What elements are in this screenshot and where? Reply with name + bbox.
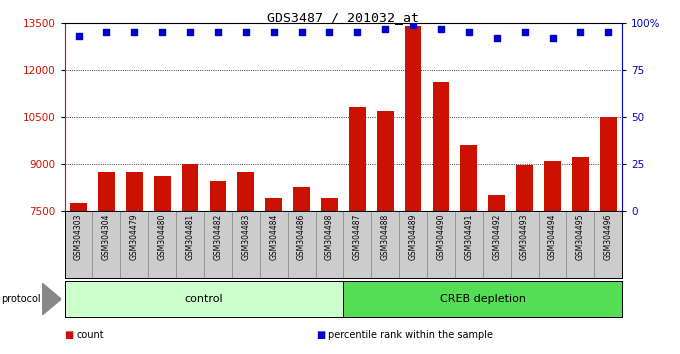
Point — [520, 29, 530, 35]
Point — [547, 35, 558, 41]
Text: GSM304487: GSM304487 — [353, 214, 362, 261]
Text: GSM304303: GSM304303 — [74, 214, 83, 261]
Bar — [432, 82, 449, 354]
Bar — [483, 211, 511, 278]
Text: GDS3487 / 201032_at: GDS3487 / 201032_at — [267, 11, 420, 24]
Text: count: count — [77, 330, 105, 341]
Bar — [566, 211, 594, 278]
Point — [73, 33, 84, 39]
Point — [241, 29, 252, 35]
Text: ■: ■ — [65, 330, 74, 341]
Text: GSM304489: GSM304489 — [409, 214, 418, 261]
Point — [269, 29, 279, 35]
Bar — [232, 211, 260, 278]
Point — [602, 29, 613, 35]
Bar — [209, 181, 226, 354]
Bar — [260, 211, 288, 278]
Text: GSM304496: GSM304496 — [604, 214, 613, 261]
Point — [296, 29, 307, 35]
Point — [324, 29, 335, 35]
Bar — [293, 187, 310, 354]
Point — [156, 29, 168, 35]
Bar — [349, 108, 366, 354]
Point — [101, 29, 112, 35]
Point — [352, 29, 363, 35]
Bar — [343, 281, 622, 317]
Bar — [460, 145, 477, 354]
Text: GSM304490: GSM304490 — [437, 214, 445, 261]
Bar — [126, 172, 143, 354]
Text: GSM304486: GSM304486 — [297, 214, 306, 261]
Text: GSM304498: GSM304498 — [325, 214, 334, 261]
Text: CREB depletion: CREB depletion — [440, 294, 526, 304]
Bar — [539, 211, 566, 278]
Text: GSM304482: GSM304482 — [214, 214, 222, 260]
Bar — [120, 211, 148, 278]
Text: percentile rank within the sample: percentile rank within the sample — [328, 330, 494, 341]
Bar — [265, 198, 282, 354]
Bar — [572, 158, 589, 354]
Text: GSM304304: GSM304304 — [102, 214, 111, 261]
Point — [379, 26, 390, 32]
Bar — [154, 176, 171, 354]
Bar — [70, 203, 87, 354]
Text: ■: ■ — [316, 330, 326, 341]
Point — [491, 35, 502, 41]
Point — [185, 29, 196, 35]
Bar — [237, 172, 254, 354]
Bar — [148, 211, 176, 278]
Text: GSM304484: GSM304484 — [269, 214, 278, 261]
Bar — [427, 211, 455, 278]
Text: GSM304492: GSM304492 — [492, 214, 501, 261]
Bar — [600, 117, 617, 354]
Text: protocol: protocol — [1, 294, 41, 304]
Point — [408, 22, 419, 28]
Bar — [594, 211, 622, 278]
Bar — [176, 211, 204, 278]
Point — [464, 29, 475, 35]
Bar — [377, 110, 394, 354]
Point — [435, 26, 446, 32]
Polygon shape — [42, 283, 61, 315]
Text: GSM304491: GSM304491 — [464, 214, 473, 261]
Bar — [343, 211, 371, 278]
Bar — [405, 26, 422, 354]
Bar — [98, 172, 115, 354]
Text: GSM304494: GSM304494 — [548, 214, 557, 261]
Text: GSM304481: GSM304481 — [186, 214, 194, 260]
Bar — [511, 211, 539, 278]
Point — [129, 29, 140, 35]
Text: control: control — [185, 294, 223, 304]
Point — [575, 29, 586, 35]
Bar — [65, 211, 92, 278]
Bar — [516, 165, 533, 354]
Bar — [321, 198, 338, 354]
Text: GSM304488: GSM304488 — [381, 214, 390, 260]
Bar — [455, 211, 483, 278]
Bar — [92, 211, 120, 278]
Bar — [544, 161, 561, 354]
Text: GSM304480: GSM304480 — [158, 214, 167, 261]
Bar — [488, 195, 505, 354]
Text: GSM304483: GSM304483 — [241, 214, 250, 261]
Bar — [371, 211, 399, 278]
Bar — [316, 211, 343, 278]
Bar — [204, 211, 232, 278]
Bar — [399, 211, 427, 278]
Text: GSM304495: GSM304495 — [576, 214, 585, 261]
Bar — [288, 211, 316, 278]
Bar — [65, 281, 343, 317]
Text: GSM304479: GSM304479 — [130, 214, 139, 261]
Point — [212, 29, 223, 35]
Bar — [182, 164, 199, 354]
Text: GSM304493: GSM304493 — [520, 214, 529, 261]
